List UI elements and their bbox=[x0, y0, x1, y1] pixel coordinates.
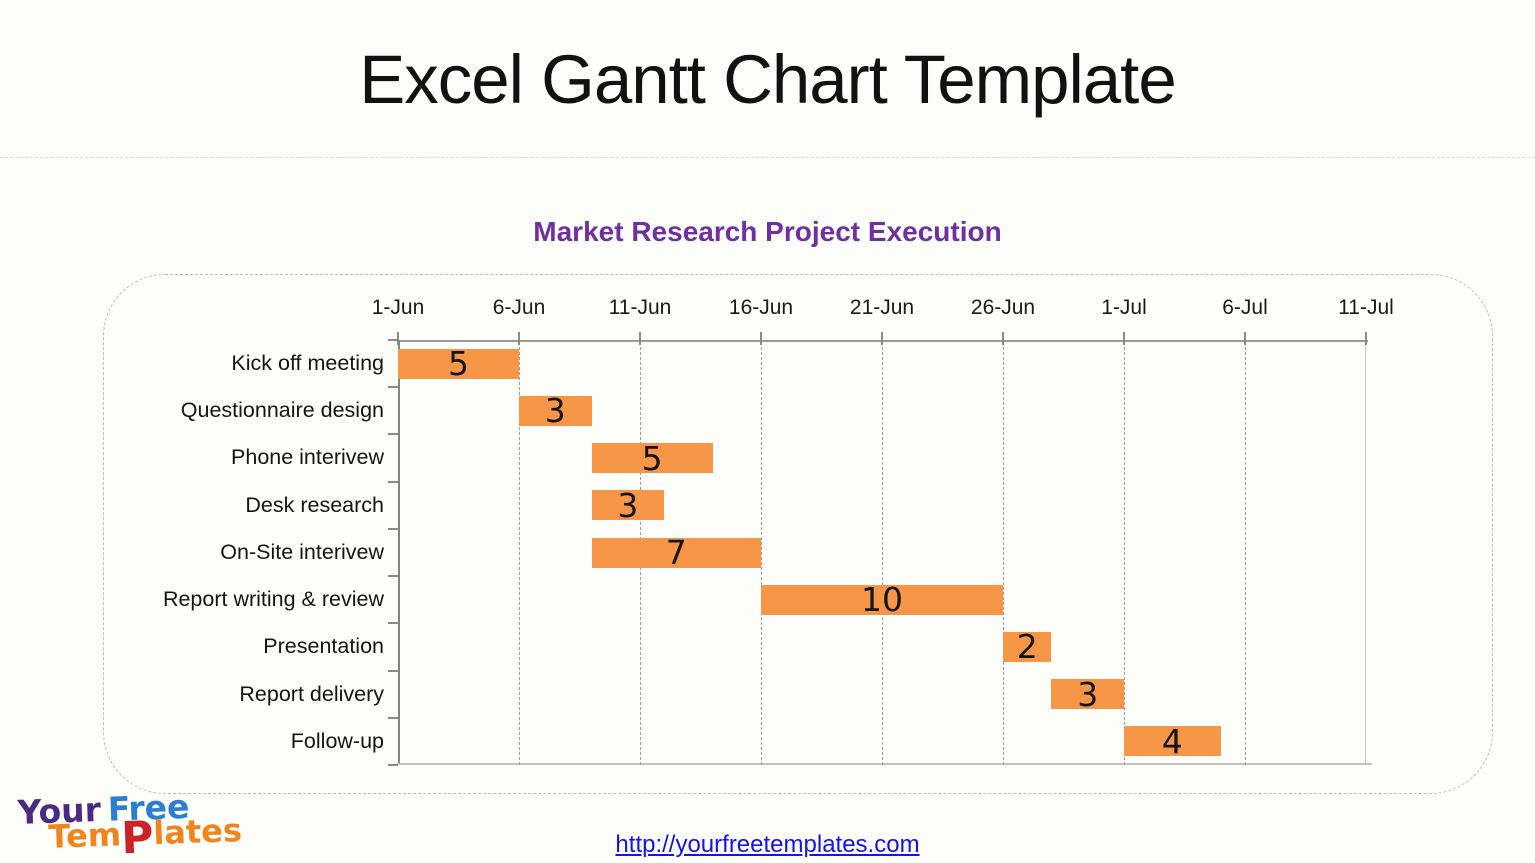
task-label: Follow-up bbox=[290, 728, 384, 753]
bar-duration-label: 3 bbox=[1077, 674, 1099, 714]
task-label: Phone interivew bbox=[231, 445, 384, 470]
bar-duration-label: 7 bbox=[665, 533, 687, 572]
gantt-bar: 5 bbox=[398, 344, 519, 384]
x-tick-label-11-Jul: 11-Jul bbox=[1338, 296, 1394, 319]
y-tick-2 bbox=[388, 433, 398, 436]
bar-duration-label: 2 bbox=[1016, 627, 1038, 667]
x-tick-label-6-Jun: 6-Jun bbox=[492, 296, 546, 319]
x-tick-label-1-Jul: 1-Jul bbox=[1101, 296, 1147, 319]
y-tick-7 bbox=[388, 669, 398, 672]
gantt-bar: 3 bbox=[1051, 674, 1124, 714]
y-tick-3 bbox=[388, 480, 398, 483]
gantt-bar: 4 bbox=[1124, 721, 1221, 761]
gantt-bar: 3 bbox=[519, 391, 592, 431]
gantt-bar: 5 bbox=[591, 438, 713, 478]
bar-duration-label: 5 bbox=[641, 438, 663, 478]
bar-duration-label: 3 bbox=[617, 485, 639, 525]
chart-title: Market Research Project Execution bbox=[533, 216, 1002, 247]
bar-duration-label: 4 bbox=[1161, 721, 1183, 761]
x-tick-6-Jul bbox=[1244, 332, 1246, 345]
y-tick-6 bbox=[388, 622, 398, 625]
x-tick-11-Jul bbox=[1365, 332, 1367, 345]
y-tick-1 bbox=[388, 386, 398, 389]
gantt-bar: 2 bbox=[1003, 627, 1052, 667]
bar-duration-label: 3 bbox=[544, 391, 566, 431]
gridline-day-15 bbox=[761, 342, 762, 765]
y-tick-5 bbox=[388, 575, 398, 578]
gantt-bar: 3 bbox=[591, 485, 665, 525]
y-tick-0 bbox=[388, 339, 398, 341]
gantt-bar: 7 bbox=[591, 533, 761, 572]
task-label: Desk research bbox=[245, 492, 384, 517]
x-tick-label-21-Jun: 21-Jun bbox=[849, 296, 915, 319]
gridline-day-35 bbox=[1245, 342, 1246, 765]
x-tick-label-1-Jun: 1-Jun bbox=[371, 296, 425, 319]
gridline-day-20 bbox=[882, 342, 883, 765]
bar-duration-label: 5 bbox=[448, 344, 469, 384]
bar-duration-label: 10 bbox=[861, 580, 903, 620]
x-tick-21-Jun bbox=[881, 332, 883, 345]
task-label: On-Site interivew bbox=[220, 539, 384, 564]
task-label: Presentation bbox=[263, 634, 384, 659]
plot-bottom-border bbox=[397, 763, 1372, 765]
gantt-bar: 10 bbox=[761, 580, 1003, 620]
x-tick-6-Jun bbox=[518, 332, 520, 345]
gridline-day-25 bbox=[1003, 342, 1004, 765]
task-label: Kick off meeting bbox=[231, 351, 384, 375]
plot-right-border bbox=[1365, 340, 1366, 765]
y-tick-4 bbox=[388, 527, 398, 530]
y-tick-8 bbox=[388, 716, 398, 719]
x-tick-1-Jul bbox=[1123, 332, 1125, 345]
x-tick-label-11-Jun: 11-Jun bbox=[608, 296, 672, 319]
y-axis-line bbox=[398, 340, 400, 765]
y-tick-9 bbox=[388, 764, 398, 766]
footer-link[interactable]: http://yourfreetemplates.com bbox=[615, 831, 920, 858]
task-label: Questionnaire design bbox=[180, 398, 384, 423]
x-tick-26-Jun bbox=[1002, 332, 1004, 345]
title-divider bbox=[0, 157, 1535, 158]
x-tick-16-Jun bbox=[760, 332, 762, 345]
gantt-plot-area: 1-Jun 6-Jun 11-Jun 16-Jun 21-Jun 26-Jun 1-Jul 6… bbox=[163, 296, 1394, 766]
x-tick-label-6-Jul: 6-Jul bbox=[1222, 296, 1268, 319]
task-label: Report writing & review bbox=[162, 587, 384, 612]
task-label: Report delivery bbox=[239, 681, 384, 706]
x-tick-11-Jun bbox=[639, 332, 641, 345]
page-title: Excel Gantt Chart Template bbox=[359, 41, 1176, 118]
gridline-day-5 bbox=[519, 342, 520, 765]
x-tick-label-16-Jun: 16-Jun bbox=[728, 296, 794, 319]
x-tick-label-26-Jun: 26-Jun bbox=[970, 296, 1036, 319]
gridline-day-30 bbox=[1124, 342, 1125, 765]
chart-border-box bbox=[103, 274, 1493, 794]
x-tick-1-Jun bbox=[397, 332, 399, 345]
